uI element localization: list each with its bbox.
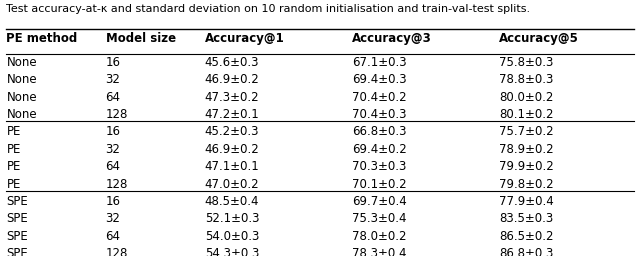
Text: 16: 16	[106, 125, 120, 138]
Text: 70.1±0.2: 70.1±0.2	[352, 178, 406, 191]
Text: 54.3±0.3: 54.3±0.3	[205, 247, 259, 256]
Text: Accuracy@5: Accuracy@5	[499, 32, 579, 45]
Text: None: None	[6, 91, 37, 104]
Text: 70.4±0.3: 70.4±0.3	[352, 108, 406, 121]
Text: None: None	[6, 56, 37, 69]
Text: 66.8±0.3: 66.8±0.3	[352, 125, 406, 138]
Text: 47.3±0.2: 47.3±0.2	[205, 91, 259, 104]
Text: 69.4±0.3: 69.4±0.3	[352, 73, 406, 86]
Text: 32: 32	[106, 212, 120, 226]
Text: 69.7±0.4: 69.7±0.4	[352, 195, 407, 208]
Text: SPE: SPE	[6, 247, 28, 256]
Text: 47.2±0.1: 47.2±0.1	[205, 108, 260, 121]
Text: SPE: SPE	[6, 212, 28, 226]
Text: 52.1±0.3: 52.1±0.3	[205, 212, 259, 226]
Text: PE: PE	[6, 143, 20, 156]
Text: 47.1±0.1: 47.1±0.1	[205, 160, 260, 173]
Text: 75.8±0.3: 75.8±0.3	[499, 56, 554, 69]
Text: 78.3±0.4: 78.3±0.4	[352, 247, 406, 256]
Text: 32: 32	[106, 143, 120, 156]
Text: 128: 128	[106, 247, 128, 256]
Text: 78.9±0.2: 78.9±0.2	[499, 143, 554, 156]
Text: Test accuracy-at-κ and standard deviation on 10 random initialisation and train-: Test accuracy-at-κ and standard deviatio…	[6, 4, 531, 14]
Text: 77.9±0.4: 77.9±0.4	[499, 195, 554, 208]
Text: PE: PE	[6, 160, 20, 173]
Text: 46.9±0.2: 46.9±0.2	[205, 143, 260, 156]
Text: 32: 32	[106, 73, 120, 86]
Text: 78.0±0.2: 78.0±0.2	[352, 230, 406, 243]
Text: 128: 128	[106, 108, 128, 121]
Text: PE: PE	[6, 178, 20, 191]
Text: 86.8±0.3: 86.8±0.3	[499, 247, 554, 256]
Text: 69.4±0.2: 69.4±0.2	[352, 143, 407, 156]
Text: PE method: PE method	[6, 32, 77, 45]
Text: PE: PE	[6, 125, 20, 138]
Text: Accuracy@1: Accuracy@1	[205, 32, 285, 45]
Text: 64: 64	[106, 91, 120, 104]
Text: 78.8±0.3: 78.8±0.3	[499, 73, 554, 86]
Text: 70.4±0.2: 70.4±0.2	[352, 91, 406, 104]
Text: 86.5±0.2: 86.5±0.2	[499, 230, 554, 243]
Text: 83.5±0.3: 83.5±0.3	[499, 212, 554, 226]
Text: None: None	[6, 73, 37, 86]
Text: 45.6±0.3: 45.6±0.3	[205, 56, 259, 69]
Text: None: None	[6, 108, 37, 121]
Text: 16: 16	[106, 56, 120, 69]
Text: 67.1±0.3: 67.1±0.3	[352, 56, 406, 69]
Text: 75.3±0.4: 75.3±0.4	[352, 212, 406, 226]
Text: 80.0±0.2: 80.0±0.2	[499, 91, 554, 104]
Text: 16: 16	[106, 195, 120, 208]
Text: 47.0±0.2: 47.0±0.2	[205, 178, 259, 191]
Text: 48.5±0.4: 48.5±0.4	[205, 195, 259, 208]
Text: SPE: SPE	[6, 195, 28, 208]
Text: 75.7±0.2: 75.7±0.2	[499, 125, 554, 138]
Text: SPE: SPE	[6, 230, 28, 243]
Text: Accuracy@3: Accuracy@3	[352, 32, 432, 45]
Text: 79.9±0.2: 79.9±0.2	[499, 160, 554, 173]
Text: 64: 64	[106, 160, 120, 173]
Text: 45.2±0.3: 45.2±0.3	[205, 125, 259, 138]
Text: Model size: Model size	[106, 32, 176, 45]
Text: 54.0±0.3: 54.0±0.3	[205, 230, 259, 243]
Text: 80.1±0.2: 80.1±0.2	[499, 108, 554, 121]
Text: 70.3±0.3: 70.3±0.3	[352, 160, 406, 173]
Text: 128: 128	[106, 178, 128, 191]
Text: 46.9±0.2: 46.9±0.2	[205, 73, 260, 86]
Text: 79.8±0.2: 79.8±0.2	[499, 178, 554, 191]
Text: 64: 64	[106, 230, 120, 243]
